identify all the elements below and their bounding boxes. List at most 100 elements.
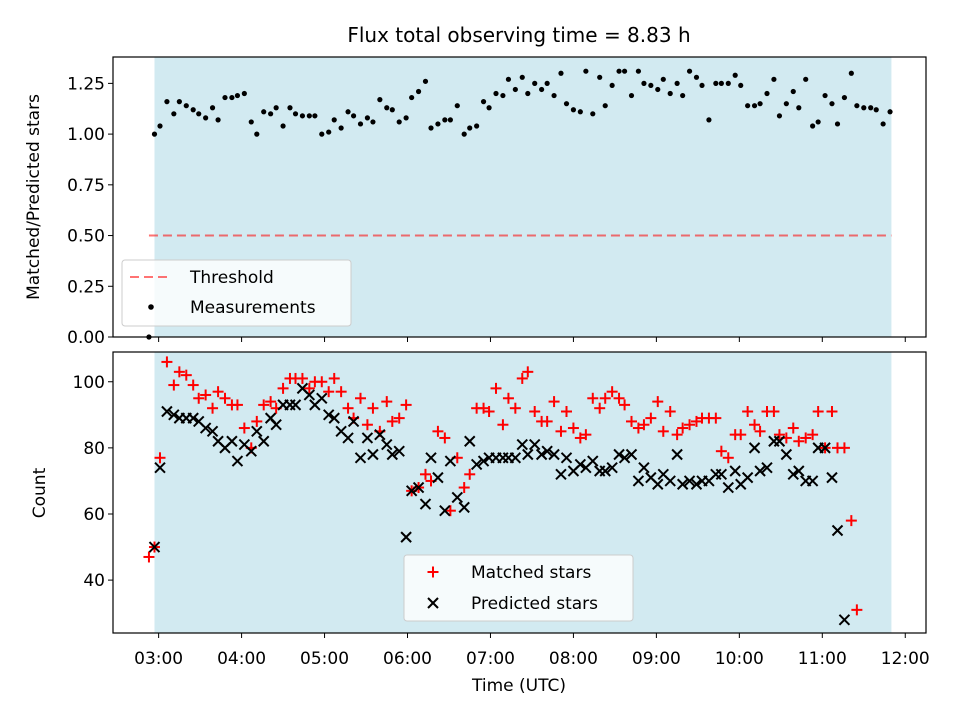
predicted-star-point — [838, 614, 851, 626]
measurement-point — [234, 92, 241, 99]
matched-star-point — [323, 386, 335, 398]
matched-star-point — [277, 382, 289, 394]
matched-star-point — [207, 402, 219, 414]
matched-star-point — [180, 369, 192, 381]
predicted-star-point — [206, 425, 219, 438]
matched-star-point — [787, 422, 799, 434]
measurement-point — [660, 76, 666, 82]
matched-star-point — [187, 379, 199, 391]
predicted-star-point — [458, 501, 470, 514]
x-axis-label: Time (UTC) — [471, 676, 566, 696]
matched-star-point — [238, 422, 250, 434]
measurement-point — [815, 119, 821, 125]
measurement-point — [480, 99, 487, 105]
matched-star-point — [200, 389, 212, 401]
top-y-tick-label: 0.25 — [67, 277, 105, 297]
measurement-point — [590, 111, 596, 117]
matched-star-point — [567, 422, 579, 434]
matched-star-point — [529, 406, 541, 418]
matched-star-point — [800, 432, 812, 444]
measurement-point — [732, 72, 738, 78]
measurement-point — [176, 99, 182, 105]
measurement-point — [771, 76, 777, 82]
measurement-point — [357, 121, 364, 127]
measurement-point — [273, 105, 279, 111]
legend-predicted-swatch — [427, 597, 439, 609]
matched-star-point — [587, 392, 599, 404]
predicted-star-point — [187, 412, 199, 424]
predicted-star-point — [347, 415, 360, 428]
bottom-panel: 40 60 80 100 03:00 04:00 05:00 06:00 07:00 08:00… — [30, 351, 930, 696]
predicted-star-point — [690, 478, 703, 490]
matched-star-point — [143, 551, 155, 563]
measurement-point — [500, 92, 506, 99]
measurement-point — [203, 115, 209, 121]
measurement-point — [655, 86, 661, 93]
legend-matched-label: Matched stars — [471, 563, 591, 583]
measurement-point — [648, 82, 654, 89]
measurement-point — [345, 109, 351, 115]
predicted-star-points — [148, 382, 851, 626]
measurement-point — [254, 131, 260, 137]
measurement-point — [350, 113, 357, 119]
bottom-y-tick-label: 80 — [83, 439, 105, 459]
measurement-point — [834, 121, 841, 127]
matched-star-point — [548, 396, 560, 408]
measurement-point — [583, 68, 589, 74]
matched-star-point — [193, 392, 205, 404]
predicted-star-point — [715, 468, 728, 481]
measurement-point — [558, 70, 564, 76]
x-tick-label: 12:00 — [881, 649, 930, 669]
predicted-star-point — [587, 455, 599, 467]
measurement-point — [486, 105, 492, 111]
matched-star-points — [143, 356, 863, 616]
matched-star-point — [561, 406, 573, 418]
predicted-star-point — [618, 452, 631, 464]
matched-star-point — [444, 505, 456, 517]
measurement-point — [764, 90, 770, 97]
legend-predicted-marker — [427, 597, 439, 609]
predicted-star-point — [405, 485, 418, 497]
predicted-star-point — [154, 461, 166, 474]
matched-star-point — [555, 425, 567, 437]
matched-star-point — [439, 432, 451, 444]
measurement-point — [628, 92, 635, 99]
predicted-star-point — [664, 475, 676, 487]
matched-star-point — [522, 366, 534, 378]
measurement-point — [215, 117, 221, 123]
predicted-star-point — [574, 458, 587, 471]
matched-star-point — [483, 406, 495, 418]
matched-star-point — [671, 429, 683, 441]
predicted-star-point — [625, 448, 638, 461]
matched-star-point — [742, 406, 754, 418]
chart-title: Flux total observing time = 8.83 h — [347, 23, 690, 47]
predicted-star-point — [632, 475, 645, 487]
predicted-star-point — [613, 448, 625, 461]
measurement-point — [442, 117, 448, 123]
measurement-point — [370, 119, 376, 125]
predicted-star-point — [761, 461, 773, 474]
measurement-point — [326, 129, 332, 135]
predicted-star-point — [419, 498, 432, 510]
predicted-star-point — [606, 461, 618, 474]
matched-star-point — [851, 604, 863, 616]
x-tick-label: 07:00 — [466, 649, 515, 669]
predicted-star-point — [522, 448, 534, 461]
measurement-point — [796, 105, 802, 111]
predicted-star-point — [787, 468, 799, 481]
matched-star-point — [154, 452, 166, 464]
matched-star-point — [502, 392, 514, 404]
measurement-point — [776, 113, 783, 119]
measurement-point — [751, 103, 758, 109]
measurement-point — [563, 101, 570, 107]
matched-star-point — [381, 396, 393, 408]
legend-threshold-label: Threshold — [189, 268, 274, 288]
measurement-point — [861, 105, 867, 111]
predicted-star-point — [548, 448, 560, 461]
matched-star-point — [231, 399, 243, 411]
matched-star-point — [619, 399, 631, 411]
matched-star-point — [393, 412, 405, 424]
predicted-star-point — [470, 458, 483, 471]
measurement-point — [229, 94, 235, 101]
predicted-star-point — [509, 452, 522, 464]
